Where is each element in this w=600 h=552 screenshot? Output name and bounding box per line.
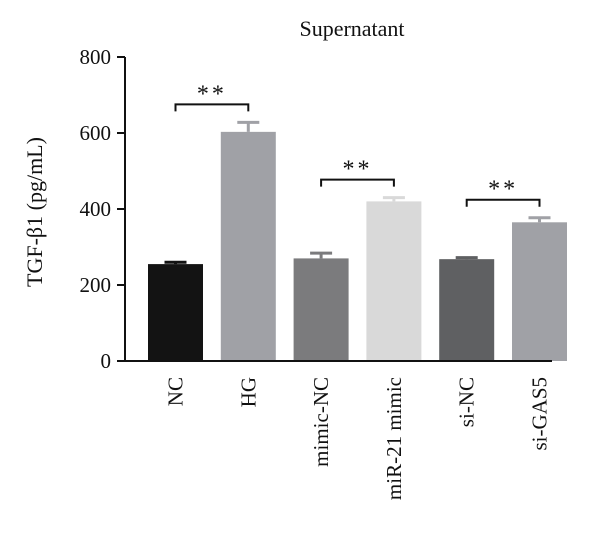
significance-bracket bbox=[465, 198, 541, 207]
bar bbox=[148, 264, 203, 361]
significance-bracket bbox=[174, 103, 250, 112]
bar bbox=[220, 131, 276, 361]
y-tick-label: 800 bbox=[80, 45, 112, 69]
x-tick-label: NC bbox=[164, 377, 188, 406]
significance-label: ** bbox=[488, 177, 518, 203]
x-tick-label: miR-21 mimic bbox=[382, 377, 406, 500]
bar bbox=[293, 258, 349, 361]
x-tick-label: si-GAS5 bbox=[528, 377, 552, 451]
bar bbox=[366, 201, 422, 361]
y-tick-label: 600 bbox=[80, 121, 112, 145]
significance-label: ** bbox=[197, 81, 227, 107]
plot-area: 0 200 400 600 800 NC HG mimic-NC miR-21 mimic si-… bbox=[80, 45, 567, 500]
y-tick-label: 0 bbox=[101, 349, 112, 373]
y-axis-label: TGF-β1 (pg/mL) bbox=[22, 137, 47, 287]
x-tick-label: mimic-NC bbox=[309, 377, 333, 467]
bar bbox=[512, 222, 567, 361]
bar bbox=[439, 259, 495, 361]
chart-title: Supernatant bbox=[299, 16, 404, 41]
y-tick-label: 200 bbox=[80, 273, 112, 297]
significance-label: ** bbox=[343, 157, 373, 183]
significance-bracket bbox=[320, 178, 395, 187]
x-tick-label: si-NC bbox=[455, 377, 479, 427]
y-tick-label: 400 bbox=[80, 197, 112, 221]
x-tick-label: HG bbox=[236, 377, 260, 407]
